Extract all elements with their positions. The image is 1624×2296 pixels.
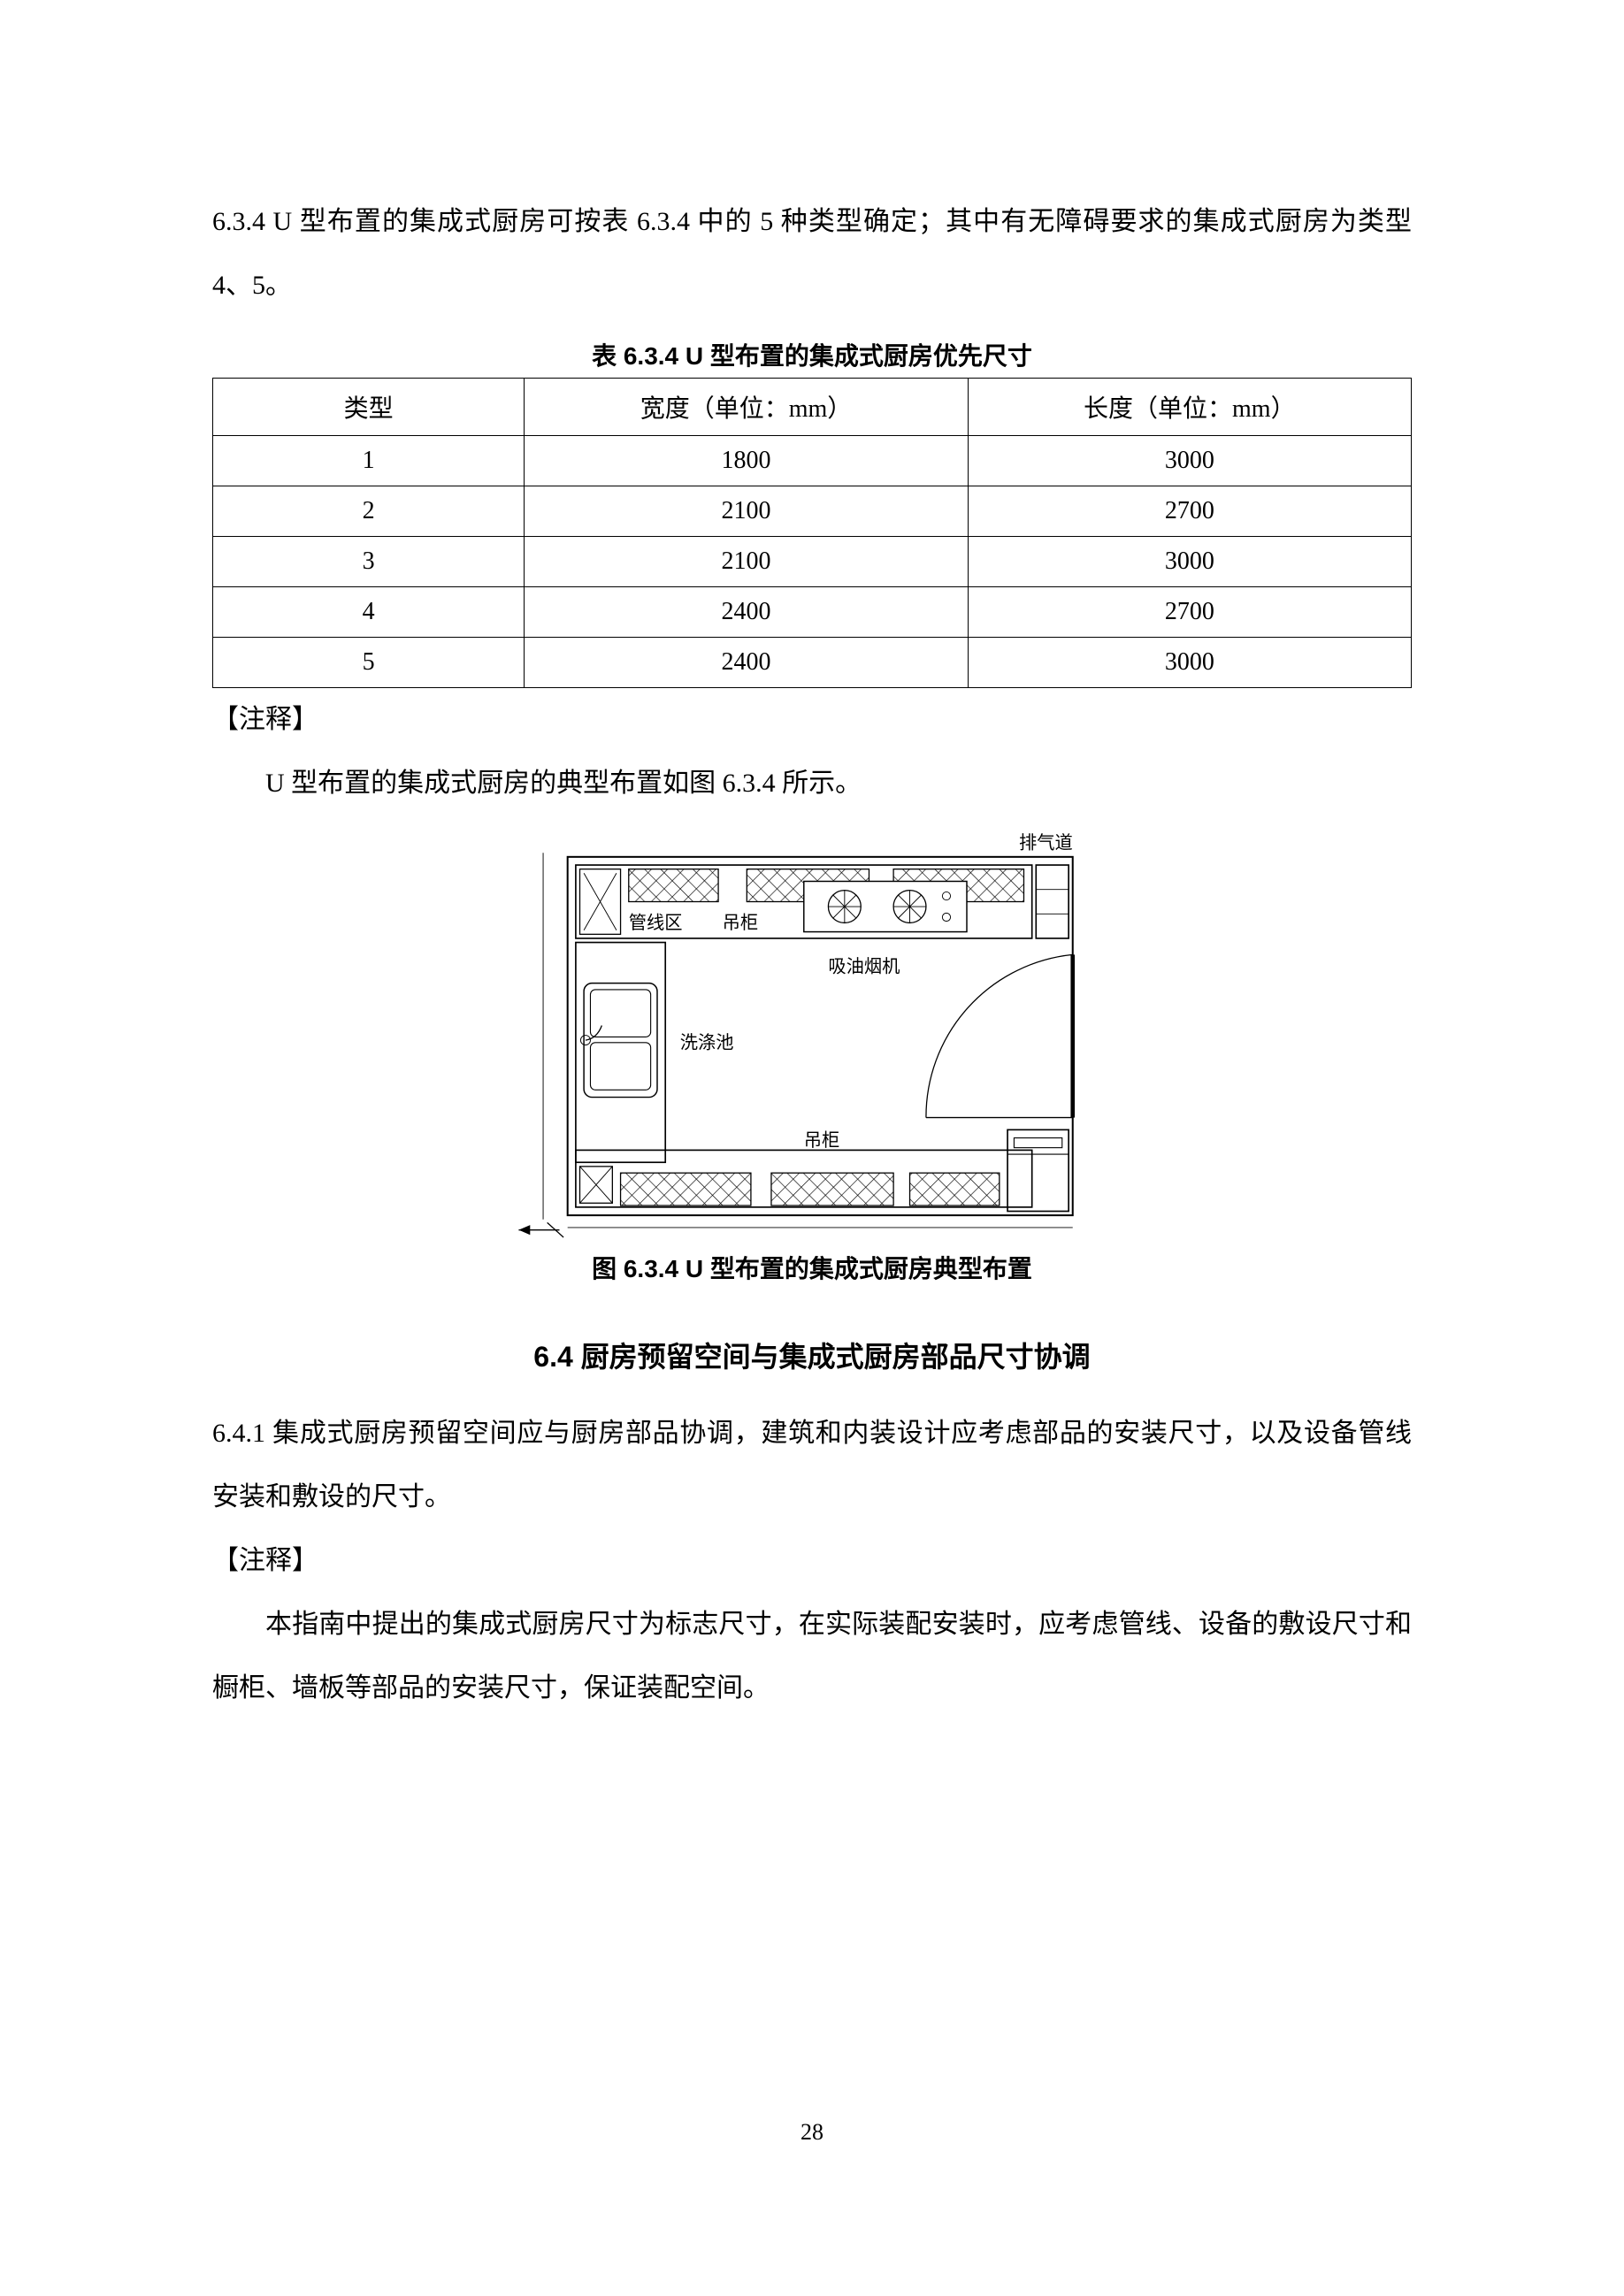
table-cell: 4 [213,587,525,638]
note-text-1: U 型布置的集成式厨房的典型布置如图 6.3.4 所示。 [212,752,1412,815]
table-cell: 3 [213,537,525,587]
para-634: 6.3.4 U 型布置的集成式厨房可按表 6.3.4 中的 5 种类型确定；其中… [212,190,1412,318]
note-label-1: 【注释】 [212,688,1412,752]
table-row: 118003000 [213,436,1412,486]
table-row: 321003000 [213,537,1412,587]
table-cell: 2 [213,486,525,537]
table-634: 类型 宽度（单位：mm） 长度（单位：mm） 11800300022100270… [212,378,1412,688]
page-number: 28 [0,2119,1624,2146]
table-cell: 3000 [968,436,1411,486]
th-length: 长度（单位：mm） [968,379,1411,436]
note-label-2: 【注释】 [212,1529,1412,1593]
table-cell: 5 [213,638,525,688]
table-row: 424002700 [213,587,1412,638]
label-sink: 洗涤池 [680,1032,734,1052]
table-cell: 2700 [968,486,1411,537]
table-cell: 1800 [525,436,968,486]
figure-634: 排气道 [212,824,1412,1285]
figure-caption: 图 6.3.4 U 型布置的集成式厨房典型布置 [212,1250,1412,1285]
heading-6-4: 6.4 厨房预留空间与集成式厨房部品尺寸协调 [212,1335,1412,1375]
label-uppercab2: 吊柜 [804,1130,840,1151]
label-pipezone: 管线区 [629,913,683,933]
table-cell: 2700 [968,587,1411,638]
label-exhaust: 排气道 [1019,833,1073,853]
table-caption: 表 6.3.4 U 型布置的集成式厨房优先尺寸 [212,337,1412,372]
table-cell: 2400 [525,638,968,688]
table-cell: 1 [213,436,525,486]
table-cell: 2100 [525,486,968,537]
table-cell: 3000 [968,537,1411,587]
table-row: 221002700 [213,486,1412,537]
table-row: 524003000 [213,638,1412,688]
table-cell: 3000 [968,638,1411,688]
table-header-row: 类型 宽度（单位：mm） 长度（单位：mm） [213,379,1412,436]
th-type: 类型 [213,379,525,436]
th-width: 宽度（单位：mm） [525,379,968,436]
label-uppercab1: 吊柜 [723,913,759,933]
table-cell: 2400 [525,587,968,638]
para-641: 6.4.1 集成式厨房预留空间应与厨房部品协调，建筑和内装设计应考虑部品的安装尺… [212,1402,1412,1529]
kitchen-plan-svg: 排气道 [502,824,1122,1240]
note-text-2: 本指南中提出的集成式厨房尺寸为标志尺寸，在实际装配安装时，应考虑管线、设备的敷设… [212,1593,1412,1720]
table-cell: 2100 [525,537,968,587]
label-hood: 吸油烟机 [828,957,900,977]
